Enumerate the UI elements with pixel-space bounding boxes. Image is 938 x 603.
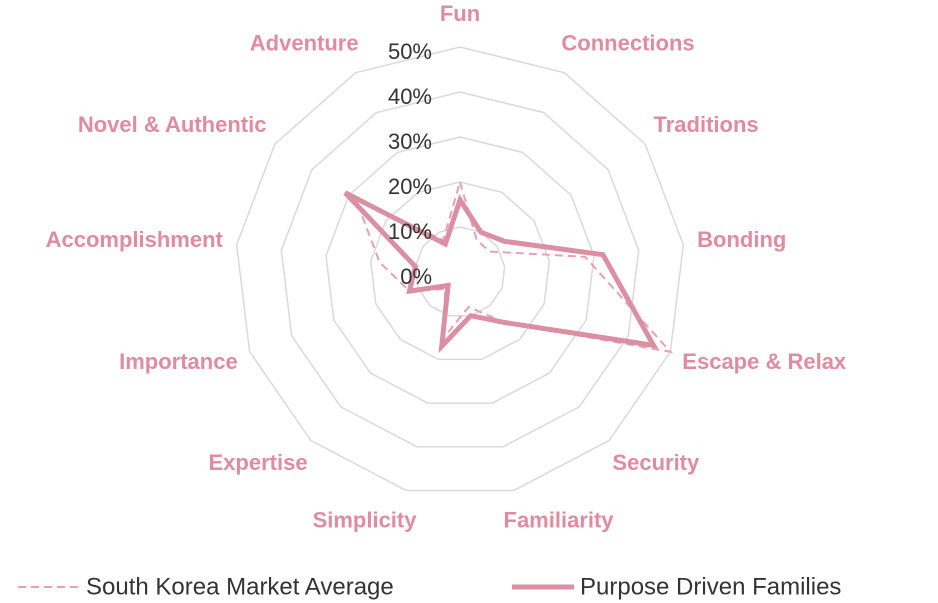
tick-label: 10%	[388, 219, 432, 244]
category-label: Importance	[119, 349, 238, 374]
grid-ring	[280, 91, 640, 448]
grid-ring	[369, 181, 551, 361]
category-label: Expertise	[209, 450, 308, 475]
legend-label: South Korea Market Average	[86, 573, 394, 600]
grid-ring	[325, 136, 595, 404]
category-label: Accomplishment	[46, 227, 224, 252]
category-label: Adventure	[250, 30, 359, 55]
grid-ring	[235, 46, 685, 492]
category-label: Escape & Relax	[682, 349, 847, 374]
category-label: Bonding	[697, 227, 786, 252]
grid-ring	[414, 226, 506, 317]
category-label: Fun	[440, 1, 480, 26]
tick-label: 20%	[388, 174, 432, 199]
category-label: Familiarity	[504, 507, 615, 532]
category-label: Security	[612, 450, 700, 475]
tick-label: 0%	[400, 264, 432, 289]
category-label: Traditions	[654, 112, 759, 137]
series-line	[343, 190, 659, 354]
tick-label: 40%	[388, 84, 432, 109]
category-label: Simplicity	[313, 507, 418, 532]
legend-label: Purpose Driven Families	[580, 573, 841, 600]
tick-label: 30%	[388, 129, 432, 154]
tick-label: 50%	[388, 39, 432, 64]
category-label: Connections	[561, 30, 694, 55]
category-label: Novel & Authentic	[78, 112, 267, 137]
